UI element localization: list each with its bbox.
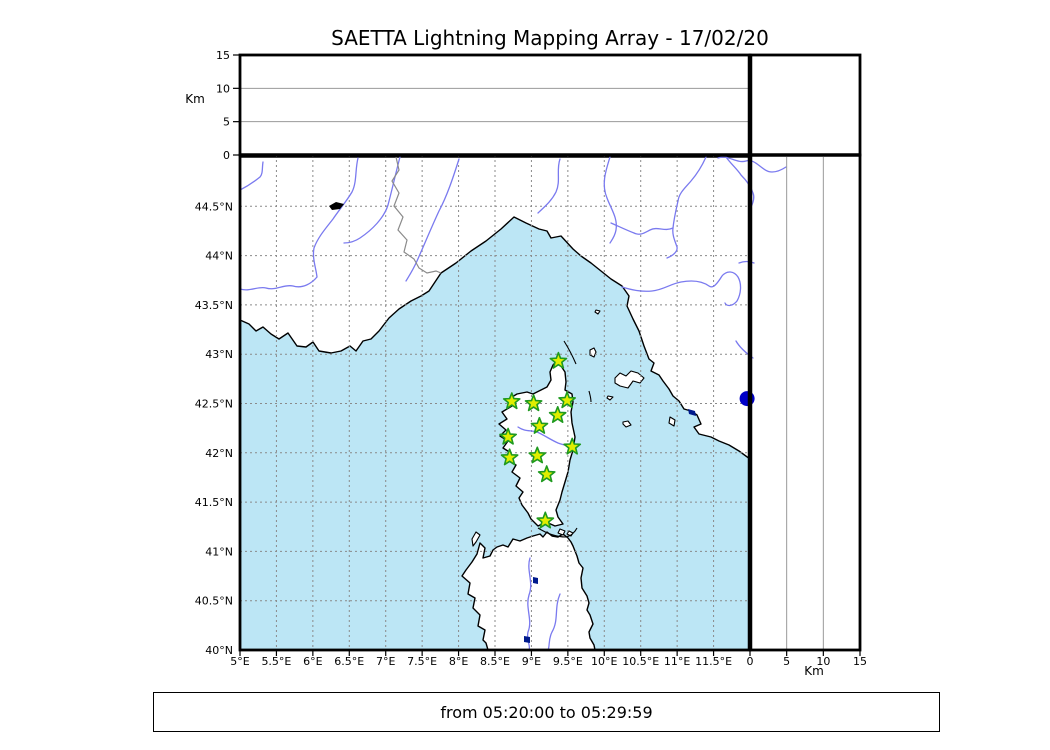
lat-tick-label: 40°N bbox=[205, 644, 233, 657]
bonifacio-strait-line bbox=[537, 527, 578, 538]
page-title: SAETTA Lightning Mapping Array - 17/02/2… bbox=[331, 26, 769, 50]
station-star-marker bbox=[558, 391, 576, 409]
map-hydrography bbox=[240, 156, 742, 650]
time-range-label: from 05:20:00 to 05:29:59 bbox=[440, 702, 653, 722]
right-km-tick-label: 10 bbox=[816, 655, 830, 668]
river-overflow bbox=[717, 156, 787, 173]
station-star-marker bbox=[563, 437, 582, 455]
map-graticule bbox=[240, 155, 750, 650]
top-right-empty-panel bbox=[748, 53, 862, 157]
top-km-tick-label: 5 bbox=[223, 116, 230, 129]
lon-tick-label: 10.5°E bbox=[622, 655, 659, 668]
lon-tick-label: 6.5°E bbox=[334, 655, 364, 668]
right-km-tick-label: 5 bbox=[783, 655, 790, 668]
station-star-marker bbox=[549, 351, 568, 369]
lake bbox=[524, 636, 530, 643]
river-arno bbox=[621, 271, 742, 307]
lightning-source-markers bbox=[739, 391, 755, 407]
lon-tick-label: 10°E bbox=[591, 655, 617, 668]
lon-tick-label: 5.5°E bbox=[261, 655, 291, 668]
lat-tick-label: 41.5°N bbox=[195, 496, 233, 509]
lon-tick-label: 9°E bbox=[522, 655, 541, 668]
coastline-fragment bbox=[588, 390, 592, 403]
panel-borders bbox=[238, 53, 862, 652]
river bbox=[610, 222, 674, 235]
station-star-marker bbox=[502, 392, 521, 410]
france-italy-border bbox=[391, 156, 442, 274]
river-var bbox=[405, 158, 460, 282]
elba-island bbox=[614, 370, 645, 389]
river bbox=[240, 161, 264, 191]
river-overflow bbox=[738, 260, 755, 264]
lat-tick-label: 43°N bbox=[205, 348, 233, 361]
lon-tick-label: 11°E bbox=[664, 655, 690, 668]
top-km-tick-label: 0 bbox=[223, 149, 230, 162]
lon-tick-label: 8.5°E bbox=[480, 655, 510, 668]
lon-tick-label: 5°E bbox=[230, 655, 249, 668]
lon-tick-label: 7.5°E bbox=[407, 655, 437, 668]
top-altitude-panel bbox=[238, 53, 752, 157]
river-durance bbox=[240, 157, 359, 291]
coastline-fragment bbox=[563, 340, 577, 365]
right-km-tick-label: 0 bbox=[747, 655, 754, 668]
station-star-marker bbox=[536, 511, 555, 529]
lat-tick-label: 40.5°N bbox=[195, 595, 233, 608]
station-star-marker bbox=[537, 465, 556, 483]
right-km-tick-label: 15 bbox=[853, 655, 867, 668]
axis-tick-labels: 5°E 5.5°E 6°E 6.5°E 7°E 7.5°E 8°E 8.5°E 9°E 9.5°E… bbox=[195, 49, 867, 668]
station-star-marker bbox=[548, 406, 567, 423]
lat-tick-label: 41°N bbox=[205, 545, 233, 558]
top-km-tick-label: 15 bbox=[216, 49, 230, 62]
altitude-panel-gridlines bbox=[240, 87, 824, 650]
river bbox=[537, 158, 561, 214]
lake-serre-poncon bbox=[329, 202, 344, 210]
right-altitude-panel bbox=[748, 153, 862, 652]
time-range-box: from 05:20:00 to 05:29:59 bbox=[153, 692, 940, 732]
asinara-island bbox=[471, 531, 481, 547]
montecristo-island bbox=[622, 420, 632, 428]
lat-tick-label: 42.5°N bbox=[195, 398, 233, 411]
lon-tick-label: 8°E bbox=[449, 655, 468, 668]
lightning-source-dot bbox=[739, 391, 755, 407]
lat-tick-label: 44.5°N bbox=[195, 200, 233, 213]
orbetello-lagoon bbox=[688, 409, 696, 416]
lat-tick-label: 44°N bbox=[205, 250, 233, 263]
lon-tick-label: 9.5°E bbox=[553, 655, 583, 668]
river bbox=[603, 156, 617, 244]
station-star-marker bbox=[530, 416, 549, 434]
lon-tick-label: 11.5°E bbox=[695, 655, 732, 668]
giglio-island bbox=[668, 416, 676, 427]
altitude-axis-label-top: Km bbox=[185, 92, 205, 106]
gorgona-island bbox=[594, 309, 601, 315]
station-star-marker bbox=[499, 427, 517, 445]
altitude-axis-label-right: Km bbox=[804, 664, 824, 678]
pianosa-island bbox=[606, 395, 614, 401]
axis-ticks bbox=[233, 54, 861, 656]
station-star-marker bbox=[500, 448, 519, 466]
lake bbox=[533, 577, 538, 584]
station-star-marker bbox=[528, 446, 547, 464]
river bbox=[666, 156, 707, 259]
river bbox=[343, 156, 401, 244]
lat-tick-label: 42°N bbox=[205, 447, 233, 460]
lat-tick-label: 43.5°N bbox=[195, 299, 233, 312]
river-sardinia bbox=[547, 593, 561, 650]
capraia-island bbox=[589, 347, 597, 358]
station-markers bbox=[499, 351, 582, 529]
maddalena-islands bbox=[557, 528, 574, 537]
lon-tick-label: 7°E bbox=[376, 655, 395, 668]
lon-tick-label: 6°E bbox=[303, 655, 322, 668]
top-km-tick-label: 10 bbox=[216, 82, 230, 95]
station-star-marker bbox=[524, 394, 543, 412]
